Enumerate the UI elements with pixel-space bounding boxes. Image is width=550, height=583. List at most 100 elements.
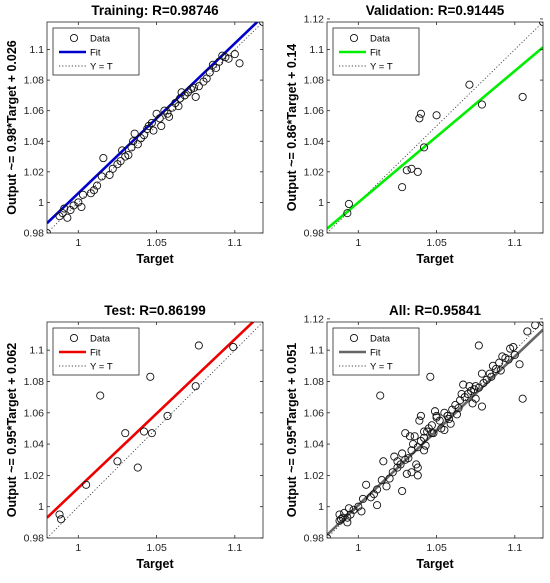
y-tick-label: 1.1 bbox=[309, 345, 324, 357]
data-point bbox=[116, 157, 125, 166]
data-point bbox=[382, 482, 391, 491]
y-tick-label: 1.02 bbox=[304, 166, 325, 178]
data-point bbox=[338, 513, 347, 522]
x-tick-label: 1 bbox=[75, 542, 81, 554]
data-point bbox=[460, 393, 469, 402]
data-point bbox=[344, 199, 353, 208]
data-point bbox=[407, 446, 416, 455]
data-point bbox=[63, 213, 72, 222]
data-point bbox=[147, 118, 156, 127]
data-point bbox=[518, 394, 527, 403]
data-point bbox=[373, 485, 382, 494]
data-point bbox=[496, 366, 505, 375]
data-point bbox=[390, 452, 399, 461]
data-point bbox=[163, 411, 172, 420]
data-point bbox=[194, 341, 203, 350]
x-tick-label: 1.05 bbox=[146, 237, 167, 249]
legend-label-data: Data bbox=[370, 34, 391, 45]
axes-box bbox=[326, 21, 544, 234]
data-point bbox=[443, 411, 452, 420]
data-point bbox=[139, 427, 149, 436]
data-point bbox=[133, 463, 142, 472]
y-tick-label: 1.02 bbox=[24, 166, 45, 178]
data-point bbox=[194, 82, 203, 91]
data-point bbox=[130, 129, 139, 138]
fit-line bbox=[47, 22, 260, 225]
data-point bbox=[510, 350, 519, 359]
data-point bbox=[491, 364, 501, 374]
data-point bbox=[477, 369, 487, 378]
y-tick-label: 1.06 bbox=[304, 407, 325, 419]
data-point bbox=[415, 416, 424, 425]
data-point bbox=[421, 441, 430, 450]
data-point bbox=[495, 358, 504, 367]
plot-content bbox=[47, 22, 263, 233]
data-point bbox=[404, 454, 413, 463]
legend-label-fit: Fit bbox=[370, 348, 381, 359]
x-axis-label: Target bbox=[136, 557, 174, 571]
x-tick-label: 1.1 bbox=[228, 542, 243, 554]
legend: Data Fit Y = T bbox=[332, 327, 420, 376]
data-point bbox=[97, 172, 106, 181]
data-point bbox=[335, 510, 344, 519]
data-point bbox=[55, 510, 64, 519]
data-point bbox=[235, 59, 244, 68]
data-point bbox=[230, 50, 239, 59]
data-point bbox=[358, 494, 368, 503]
x-tick-label: 1 bbox=[355, 237, 361, 249]
data-point bbox=[174, 102, 183, 111]
legend-marker-data bbox=[69, 33, 79, 43]
data-point bbox=[477, 100, 487, 109]
legend-label-data: Data bbox=[370, 334, 391, 345]
y-tick-label: 1.12 bbox=[304, 313, 325, 325]
data-point bbox=[463, 389, 472, 399]
y-tick-label: 0.98 bbox=[24, 533, 45, 545]
data-point bbox=[155, 114, 164, 123]
data-point bbox=[427, 421, 436, 430]
data-point bbox=[165, 112, 174, 121]
data-point bbox=[127, 143, 136, 152]
x-axis-label: Target bbox=[136, 252, 174, 266]
y-tick-label: 1.08 bbox=[24, 75, 45, 87]
data-point bbox=[451, 400, 460, 410]
data-point bbox=[57, 515, 66, 524]
legend-label-identity: Y = T bbox=[370, 362, 393, 373]
data-point bbox=[454, 404, 463, 413]
y-tick-label: 1.04 bbox=[24, 439, 45, 451]
data-point bbox=[435, 416, 444, 425]
x-tick-label: 1.1 bbox=[508, 542, 523, 554]
chart-title: Test: R=0.86199 bbox=[104, 303, 205, 318]
data-point bbox=[108, 164, 117, 173]
y-axis-label: Output ~= 0.86*Target + 0.14 bbox=[285, 44, 299, 212]
x-axis-label: Target bbox=[416, 557, 454, 571]
chart-panel-2: 1 1.05 1.1 0.98 1 1.02 1.04 1.06 1.08 1.1 1.12 Vali… bbox=[285, 3, 544, 266]
legend-label-identity: Y = T bbox=[370, 62, 393, 73]
y-tick-label: 1.06 bbox=[24, 105, 45, 117]
data-point bbox=[419, 427, 429, 436]
y-tick-label: 1 bbox=[38, 197, 44, 209]
data-point bbox=[504, 355, 513, 364]
data-point bbox=[113, 457, 122, 466]
legend-label-data: Data bbox=[90, 334, 111, 345]
data-point bbox=[446, 419, 455, 428]
y-tick-label: 1 bbox=[38, 501, 44, 513]
data-point bbox=[398, 486, 407, 496]
data-point bbox=[452, 410, 461, 419]
y-tick-label: 1.04 bbox=[304, 439, 325, 451]
chart-panel-3: 1 1.05 1.1 0.98 1 1.02 1.04 1.06 1.08 1.1 Test: R=… bbox=[5, 303, 264, 571]
data-point bbox=[413, 167, 422, 176]
data-point bbox=[430, 407, 440, 416]
legend-label-data: Data bbox=[90, 34, 111, 45]
data-point bbox=[459, 380, 468, 389]
data-point bbox=[93, 181, 102, 190]
y-tick-label: 1.08 bbox=[24, 376, 45, 388]
x-tick-label: 1 bbox=[75, 237, 81, 249]
data-point bbox=[465, 80, 474, 89]
legend: Data Fit Y = T bbox=[52, 27, 140, 76]
y-tick-label: 1.1 bbox=[29, 44, 44, 56]
data-point bbox=[416, 411, 425, 420]
y-tick-label: 1 bbox=[318, 197, 324, 209]
data-point bbox=[477, 402, 487, 411]
